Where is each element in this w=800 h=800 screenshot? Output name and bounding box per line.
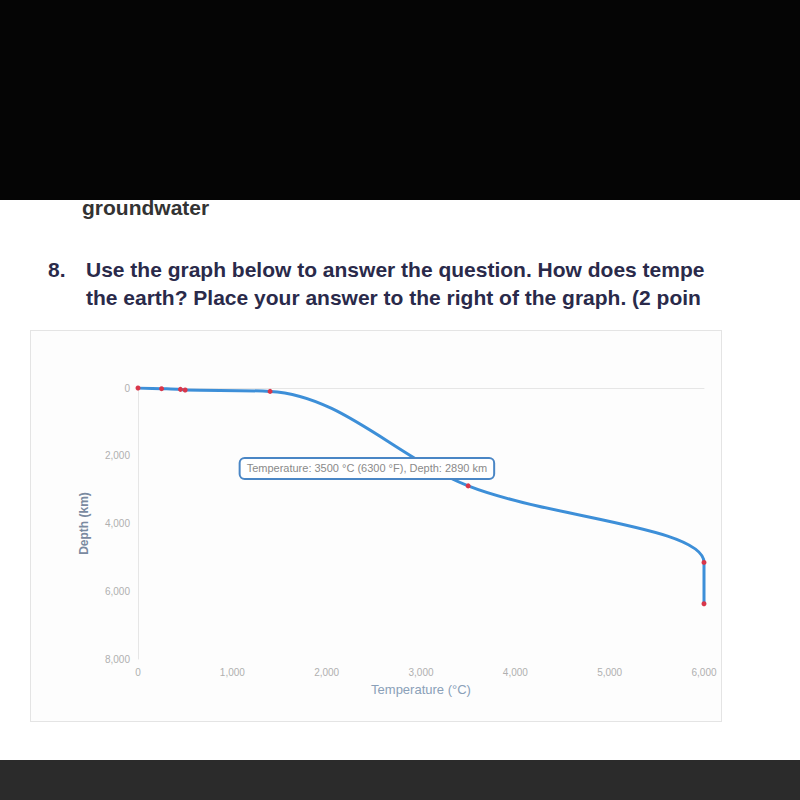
svg-text:1,000: 1,000 xyxy=(220,667,245,678)
html-text:the earth? Place your answer t: the earth? Place your answer to the righ… xyxy=(86,286,701,309)
svg-text:Temperature: 3500 °C (6300 °F): Temperature: 3500 °C (6300 °F), Depth: 2… xyxy=(247,462,488,474)
svg-text:4,000: 4,000 xyxy=(105,518,130,529)
svg-text:0: 0 xyxy=(135,667,141,678)
svg-text:0: 0 xyxy=(124,383,130,394)
svg-text:Temperature (°C): Temperature (°C) xyxy=(371,682,471,697)
svg-text:4,000: 4,000 xyxy=(503,667,528,678)
svg-text:2,000: 2,000 xyxy=(314,667,339,678)
svg-text:5,000: 5,000 xyxy=(597,667,622,678)
svg-text:6,000: 6,000 xyxy=(691,667,716,678)
svg-text:8,000: 8,000 xyxy=(105,654,130,665)
html-text:Use the graph below to answer: Use the graph below to answer the questi… xyxy=(86,258,705,281)
html-text:8.: 8. xyxy=(48,258,66,281)
svg-text:Depth (km): Depth (km) xyxy=(77,492,91,555)
html-text:groundwater: groundwater xyxy=(82,196,210,219)
svg-text:2,000: 2,000 xyxy=(105,450,130,461)
svg-text:3,000: 3,000 xyxy=(408,667,433,678)
svg-text:6,000: 6,000 xyxy=(105,586,130,597)
